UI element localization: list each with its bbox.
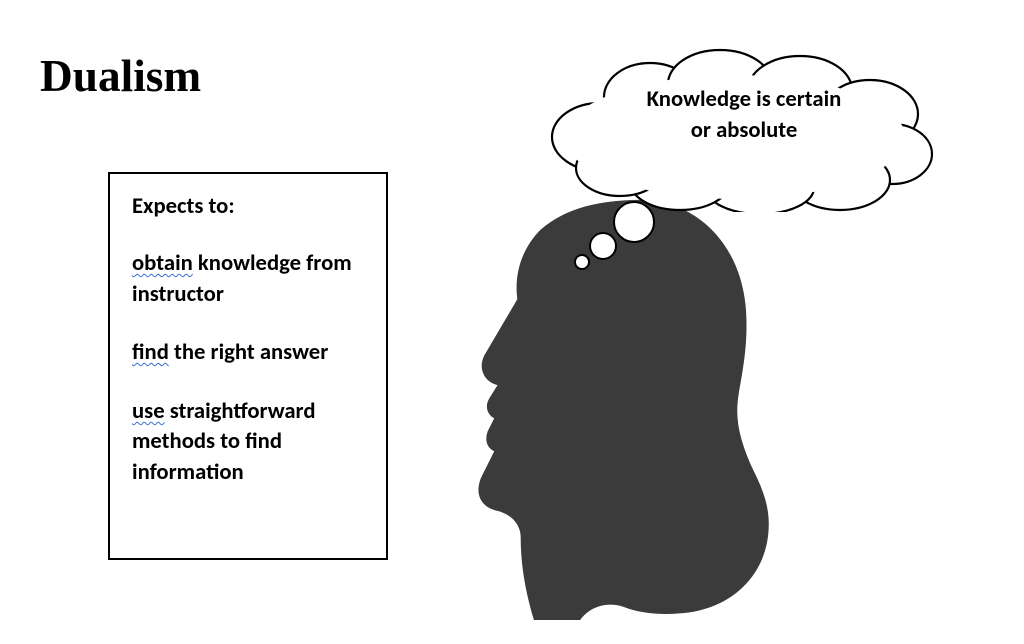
- expectations-heading: Expects to:: [132, 192, 366, 220]
- cloud-text-line1: Knowledge is certain: [612, 84, 876, 115]
- expectations-item: obtain knowledge from instructor: [132, 248, 366, 309]
- head-silhouette: [440, 190, 780, 620]
- expectations-item: find the right answer: [132, 337, 366, 368]
- expectations-item-rest: the right answer: [169, 338, 328, 366]
- expectations-item: use straightforward methods to find info…: [132, 396, 366, 488]
- expectations-item-lead: find: [132, 338, 169, 366]
- expectations-box: Expects to: obtain knowledge from instru…: [108, 172, 388, 560]
- cloud-text-line2: or absolute: [612, 115, 876, 146]
- thought-cloud-text: Knowledge is certain or absolute: [612, 84, 876, 145]
- head-icon: [440, 190, 780, 620]
- expectations-item-lead: obtain: [132, 249, 193, 277]
- page-title: Dualism: [40, 50, 201, 102]
- expectations-item-lead: use: [132, 397, 165, 425]
